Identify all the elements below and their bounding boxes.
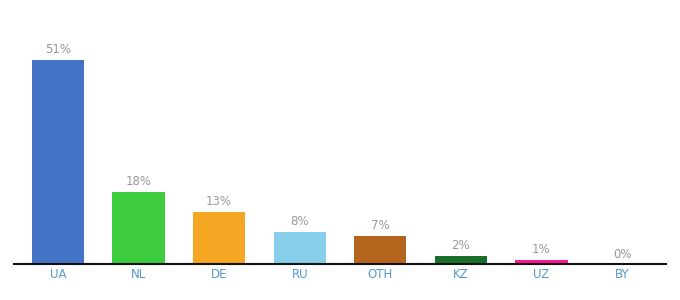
Bar [193, 212, 245, 264]
Bar [515, 260, 568, 264]
Text: 2%: 2% [452, 239, 470, 252]
Bar [435, 256, 487, 264]
Text: 1%: 1% [532, 243, 551, 256]
Text: 18%: 18% [126, 175, 152, 188]
Text: 13%: 13% [206, 195, 232, 208]
Text: 8%: 8% [290, 215, 309, 228]
Text: 0%: 0% [613, 248, 631, 261]
Text: 51%: 51% [45, 43, 71, 56]
Bar [112, 192, 165, 264]
Bar [273, 232, 326, 264]
Text: 7%: 7% [371, 219, 390, 232]
Bar [32, 60, 84, 264]
Bar [354, 236, 407, 264]
